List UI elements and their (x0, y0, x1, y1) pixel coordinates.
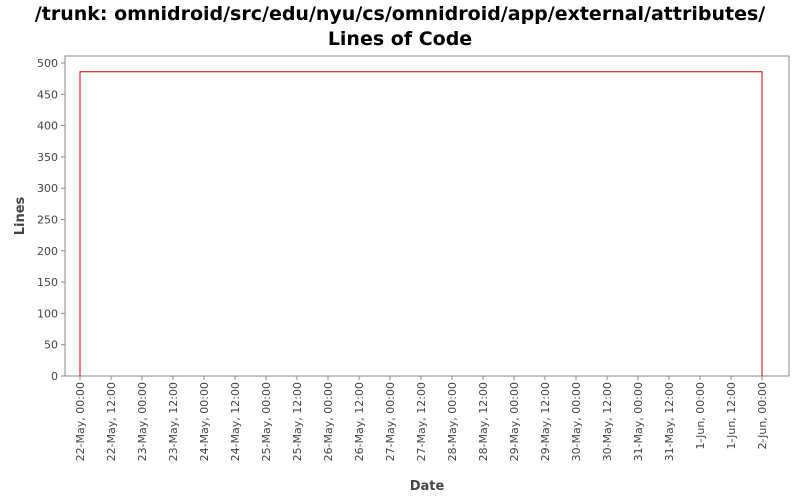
y-tick-label: 450 (37, 88, 58, 101)
y-tick-label: 300 (37, 182, 58, 195)
x-axis-label: Date (410, 479, 445, 494)
x-tick-label: 26-May, 00:00 (322, 382, 335, 461)
y-tick-label: 500 (37, 57, 58, 70)
plot-area (64, 55, 790, 377)
x-tick-label: 2-Jun, 00:00 (756, 382, 769, 449)
x-tick-label: 30-May, 00:00 (570, 382, 583, 461)
x-tick-label: 23-May, 12:00 (167, 382, 180, 461)
y-tick-label: 250 (37, 214, 58, 227)
chart-title-line: /trunk: omnidroid/src/edu/nyu/cs/omnidro… (34, 3, 766, 25)
x-tick-label: 22-May, 12:00 (105, 382, 118, 461)
y-tick-label: 200 (37, 245, 58, 258)
x-tick-label: 29-May, 12:00 (539, 382, 552, 461)
x-axis: 22-May, 00:00 22-May, 12:00 23-May, 00:00 2… (74, 376, 769, 461)
x-tick-label: 28-May, 00:00 (446, 382, 459, 461)
y-axis-label: Lines (13, 196, 28, 235)
x-tick-label: 1-Jun, 12:00 (725, 382, 738, 449)
y-axis: 0 50 100 150 200 250 300 350 400 450 500 (37, 57, 65, 383)
x-tick-label: 24-May, 12:00 (229, 382, 242, 461)
y-tick-label: 0 (51, 370, 58, 383)
x-tick-label: 28-May, 12:00 (477, 382, 490, 461)
x-tick-label: 26-May, 12:00 (353, 382, 366, 461)
x-tick-label: 27-May, 12:00 (415, 382, 428, 461)
x-tick-label: 31-May, 00:00 (632, 382, 645, 461)
chart-title: /trunk: omnidroid/src/edu/nyu/cs/omnidro… (0, 2, 800, 52)
series-layer (79, 71, 763, 376)
x-tick-label: 22-May, 00:00 (74, 382, 87, 461)
x-tick-label: 29-May, 00:00 (508, 382, 521, 461)
y-tick-label: 150 (37, 276, 58, 289)
y-tick-label: 350 (37, 151, 58, 164)
y-tick-label: 50 (44, 339, 58, 352)
y-tick-label: 100 (37, 307, 58, 320)
x-tick-label: 24-May, 00:00 (198, 382, 211, 461)
chart-subtitle: Lines of Code (327, 28, 473, 50)
x-tick-label: 27-May, 00:00 (384, 382, 397, 461)
x-tick-label: 25-May, 00:00 (260, 382, 273, 461)
x-tick-label: 30-May, 12:00 (601, 382, 614, 461)
x-tick-label: 25-May, 12:00 (291, 382, 304, 461)
x-tick-label: 31-May, 12:00 (663, 382, 676, 461)
x-tick-label: 1-Jun, 00:00 (694, 382, 707, 449)
series-line (79, 71, 763, 376)
y-tick-label: 400 (37, 120, 58, 133)
x-tick-label: 23-May, 00:00 (136, 382, 149, 461)
